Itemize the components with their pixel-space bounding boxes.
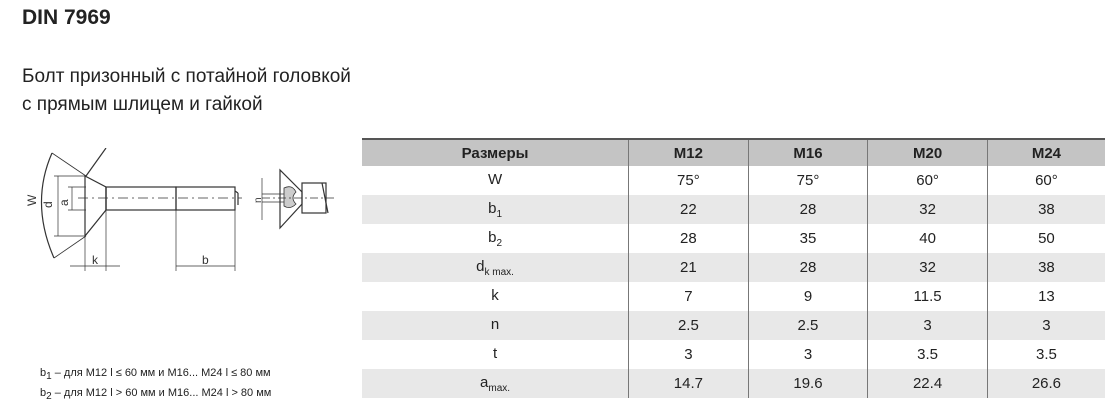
table-row: k 7 9 11.5 13 [362, 282, 1105, 311]
row-label: b1 [362, 195, 629, 224]
table-cell: 32 [867, 195, 988, 224]
table-cell: 2.5 [628, 311, 749, 340]
subtitle: Болт призонный с потайной головкой с пря… [22, 63, 351, 119]
table-cell: 7 [628, 282, 749, 311]
table-cell: 75° [747, 166, 868, 195]
table-row: amax. 14.7 19.6 22.4 26.6 [362, 369, 1105, 398]
table-cell: 38 [986, 253, 1105, 282]
table-cell: 19.6 [747, 369, 868, 398]
footnote: b2 – для M12 l > 60 мм и M16... M24 l > … [40, 387, 272, 403]
table-cell: 3 [986, 311, 1105, 340]
table-row: b2 28 35 40 50 [362, 224, 1105, 253]
header-cell: M12 [628, 139, 749, 166]
row-label: k [362, 282, 629, 311]
page-title: DIN 7969 [22, 6, 111, 29]
row-label: b2 [362, 224, 629, 253]
table-cell: 9 [747, 282, 868, 311]
table-header-row: Размеры M12 M16 M20 M24 [362, 139, 1105, 166]
row-label: n [362, 311, 629, 340]
label-n: n [253, 197, 264, 203]
footnote: b1 – для M12 l ≤ 60 мм и M16... M24 l ≤ … [40, 367, 271, 383]
row-label: dk max. [362, 253, 629, 282]
table-cell: 40 [867, 224, 988, 253]
table-cell: 3.5 [867, 340, 988, 369]
table-cell: 22.4 [867, 369, 988, 398]
table-cell: 3 [867, 311, 988, 340]
table-cell: 28 [747, 195, 868, 224]
table-cell: 28 [628, 224, 749, 253]
label-a: a [57, 199, 71, 206]
label-b: b [202, 253, 209, 267]
table-cell: 60° [867, 166, 988, 195]
subtitle-line: Болт призонный с потайной головкой [22, 66, 351, 87]
table-row: W 75° 75° 60° 60° [362, 166, 1105, 195]
row-label: t [362, 340, 629, 369]
table-row: t 3 3 3.5 3.5 [362, 340, 1105, 369]
row-label: amax. [362, 369, 629, 398]
footnotes: b1 – для M12 l ≤ 60 мм и M16... M24 l ≤ … [40, 365, 271, 405]
table-cell: 2.5 [747, 311, 868, 340]
table-cell: 60° [986, 166, 1105, 195]
table-cell: 26.6 [986, 369, 1105, 398]
subtitle-line: с прямым шлицем и гайкой [22, 94, 263, 115]
table-cell: 14.7 [628, 369, 749, 398]
table-row: n 2.5 2.5 3 3 [362, 311, 1105, 340]
table-cell: 38 [986, 195, 1105, 224]
table-cell: 11.5 [867, 282, 988, 311]
table-cell: 50 [986, 224, 1105, 253]
header-cell: M20 [867, 139, 988, 166]
table-cell: 35 [747, 224, 868, 253]
header-cell: Размеры [362, 139, 629, 166]
table-cell: 32 [867, 253, 988, 282]
label-k: k [92, 253, 99, 267]
header-cell: M16 [747, 139, 868, 166]
table-row: dk max. 21 28 32 38 [362, 253, 1105, 282]
table-cell: 3.5 [986, 340, 1105, 369]
label-w: W [25, 194, 39, 206]
table-row: b1 22 28 32 38 [362, 195, 1105, 224]
table-cell: 28 [747, 253, 868, 282]
bolt-drawing: W d a k b n [25, 148, 334, 271]
table-cell: 3 [747, 340, 868, 369]
table-cell: 22 [628, 195, 749, 224]
table-cell: 21 [628, 253, 749, 282]
label-dk: d [41, 201, 55, 208]
dimensions-table: Размеры M12 M16 M20 M24 W 75° 75° 60° 60° b1 2… [362, 138, 1105, 398]
table-cell: 13 [986, 282, 1105, 311]
row-label: W [362, 166, 629, 195]
table-cell: 75° [628, 166, 749, 195]
table-cell: 3 [628, 340, 749, 369]
header-cell: M24 [986, 139, 1105, 166]
